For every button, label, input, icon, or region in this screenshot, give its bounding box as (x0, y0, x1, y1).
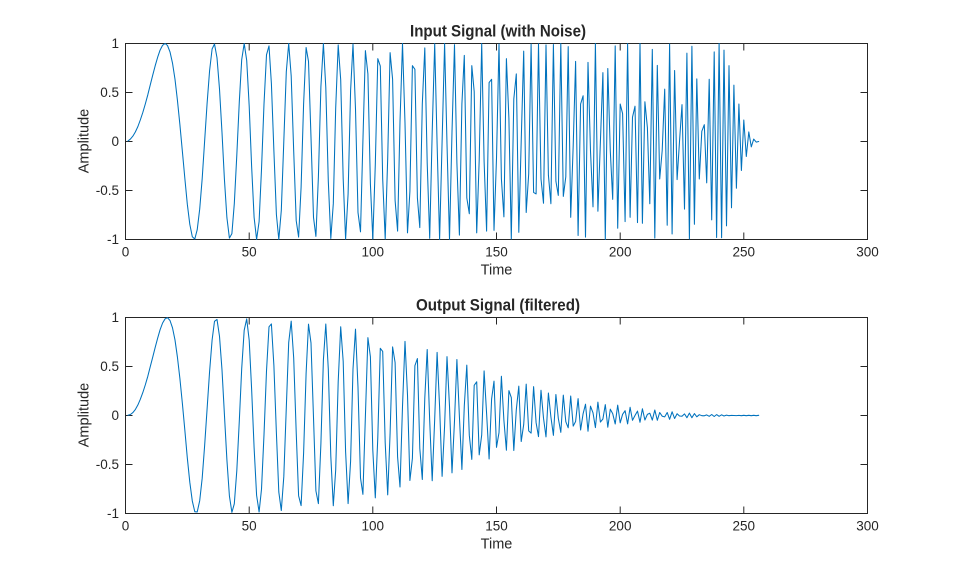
svg-text:-0.5: -0.5 (96, 183, 119, 198)
svg-text:50: 50 (242, 245, 257, 260)
svg-text:150: 150 (485, 519, 508, 534)
svg-text:100: 100 (362, 519, 385, 534)
svg-text:0: 0 (122, 245, 130, 260)
svg-text:0.5: 0.5 (100, 85, 119, 100)
svg-text:0: 0 (111, 134, 119, 149)
svg-text:200: 200 (609, 245, 632, 260)
svg-text:250: 250 (733, 245, 756, 260)
svg-text:-1: -1 (107, 506, 119, 521)
svg-text:Output Signal (filtered): Output Signal (filtered) (416, 297, 580, 315)
svg-text:Amplitude: Amplitude (77, 383, 93, 447)
svg-text:-1: -1 (107, 232, 119, 247)
svg-text:250: 250 (733, 519, 756, 534)
svg-text:50: 50 (242, 519, 257, 534)
svg-text:Time: Time (481, 537, 513, 553)
svg-text:Input Signal (with Noise): Input Signal (with Noise) (410, 23, 586, 41)
svg-text:150: 150 (485, 245, 508, 260)
svg-text:0: 0 (122, 519, 130, 534)
svg-text:Amplitude: Amplitude (77, 109, 93, 173)
svg-text:1: 1 (111, 310, 119, 325)
svg-text:-0.5: -0.5 (96, 457, 119, 472)
svg-text:300: 300 (856, 519, 879, 534)
svg-text:100: 100 (362, 245, 385, 260)
svg-text:0: 0 (111, 408, 119, 423)
svg-text:300: 300 (856, 245, 879, 260)
svg-text:0.5: 0.5 (100, 359, 119, 374)
svg-text:200: 200 (609, 519, 632, 534)
svg-text:Time: Time (481, 263, 513, 279)
svg-text:1: 1 (111, 36, 119, 51)
